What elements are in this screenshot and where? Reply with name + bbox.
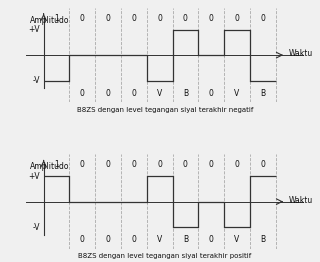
Text: -V: -V bbox=[32, 76, 40, 85]
Text: -V: -V bbox=[32, 223, 40, 232]
Text: V: V bbox=[157, 236, 162, 244]
Text: 0: 0 bbox=[132, 89, 136, 98]
Text: 0: 0 bbox=[209, 160, 214, 169]
Text: 0: 0 bbox=[157, 14, 162, 23]
Text: 0: 0 bbox=[209, 236, 214, 244]
Text: B: B bbox=[260, 89, 265, 98]
Text: Waktu: Waktu bbox=[289, 49, 313, 58]
Text: 0: 0 bbox=[132, 236, 136, 244]
Text: +V: +V bbox=[28, 25, 40, 34]
Text: 0: 0 bbox=[209, 14, 214, 23]
Text: Amplitudo: Amplitudo bbox=[29, 162, 69, 171]
Text: 0: 0 bbox=[80, 160, 85, 169]
Text: 0: 0 bbox=[106, 14, 110, 23]
Text: V: V bbox=[157, 89, 162, 98]
Text: 0: 0 bbox=[209, 89, 214, 98]
Text: 0: 0 bbox=[183, 160, 188, 169]
Text: Waktu: Waktu bbox=[289, 196, 313, 205]
Text: 0: 0 bbox=[260, 160, 265, 169]
Text: 0: 0 bbox=[106, 89, 110, 98]
Text: 1: 1 bbox=[54, 160, 59, 169]
Text: 0: 0 bbox=[106, 236, 110, 244]
Text: B: B bbox=[260, 236, 265, 244]
X-axis label: B8ZS dengan level tegangan siyal terakhir negatif: B8ZS dengan level tegangan siyal terakhi… bbox=[76, 107, 253, 113]
Text: 1: 1 bbox=[54, 14, 59, 23]
Text: 0: 0 bbox=[235, 160, 239, 169]
Text: 0: 0 bbox=[132, 160, 136, 169]
Text: 0: 0 bbox=[157, 160, 162, 169]
Text: Amplitudo: Amplitudo bbox=[29, 15, 69, 25]
Text: 0: 0 bbox=[80, 236, 85, 244]
Text: 0: 0 bbox=[235, 14, 239, 23]
Text: +V: +V bbox=[28, 172, 40, 181]
Text: V: V bbox=[234, 236, 240, 244]
X-axis label: B8ZS dengan level tegangan siyal terakhir positif: B8ZS dengan level tegangan siyal terakhi… bbox=[78, 253, 252, 259]
Text: 0: 0 bbox=[260, 14, 265, 23]
Text: 0: 0 bbox=[80, 14, 85, 23]
Text: 0: 0 bbox=[80, 89, 85, 98]
Text: B: B bbox=[183, 236, 188, 244]
Text: 0: 0 bbox=[106, 160, 110, 169]
Text: B: B bbox=[183, 89, 188, 98]
Text: 0: 0 bbox=[132, 14, 136, 23]
Text: V: V bbox=[234, 89, 240, 98]
Text: 0: 0 bbox=[183, 14, 188, 23]
